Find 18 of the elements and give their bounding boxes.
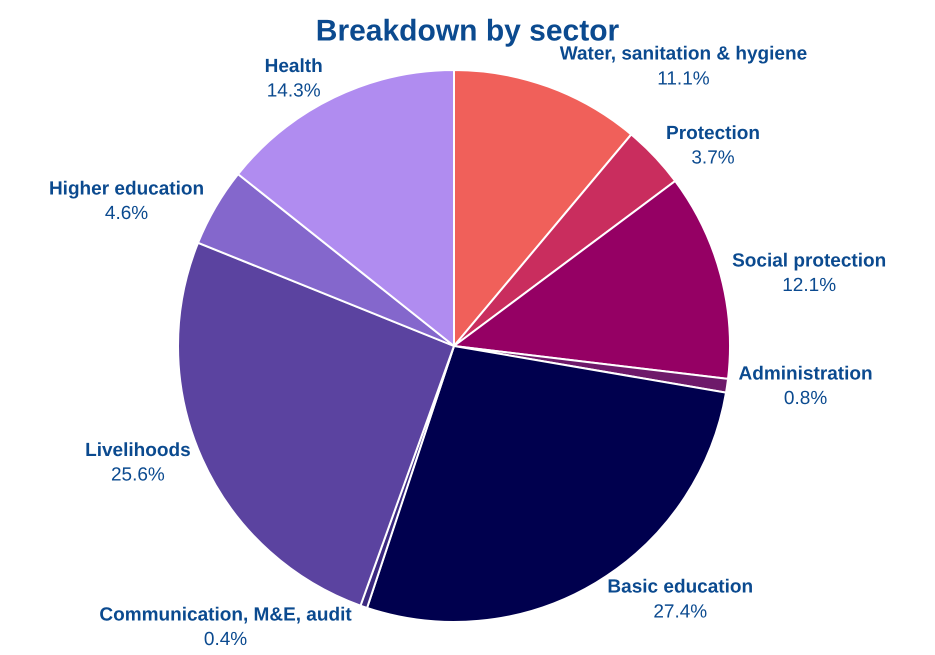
slice-label: Administration (738, 363, 873, 384)
slice-label: Communication, M&E, audit (99, 604, 352, 626)
slice-label: Basic education (607, 576, 754, 598)
data-label: 4.6% (104, 203, 148, 224)
data-label: 12.1% (782, 275, 836, 296)
data-label: 14.3% (266, 80, 321, 102)
data-label: 25.6% (110, 464, 165, 486)
slice-label: Social protection (732, 250, 886, 272)
data-label: 3.7% (691, 148, 735, 169)
data-label: 11.1% (657, 68, 710, 90)
slice-label: Water, sanitation & hygiene (560, 44, 808, 65)
data-label: 27.4% (653, 601, 708, 622)
data-label: 0.4% (204, 629, 248, 650)
slice-label: Protection (666, 122, 760, 144)
data-label: 0.8% (784, 388, 828, 410)
slice-label: Livelihoods (85, 440, 191, 461)
slice-label: Higher education (48, 178, 204, 200)
slice-label: Health (264, 56, 323, 77)
